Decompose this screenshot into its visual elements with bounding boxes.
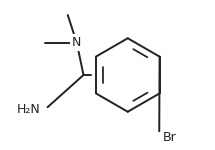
- Text: Br: Br: [162, 131, 176, 144]
- Text: N: N: [72, 36, 81, 49]
- Text: H₂N: H₂N: [17, 103, 41, 116]
